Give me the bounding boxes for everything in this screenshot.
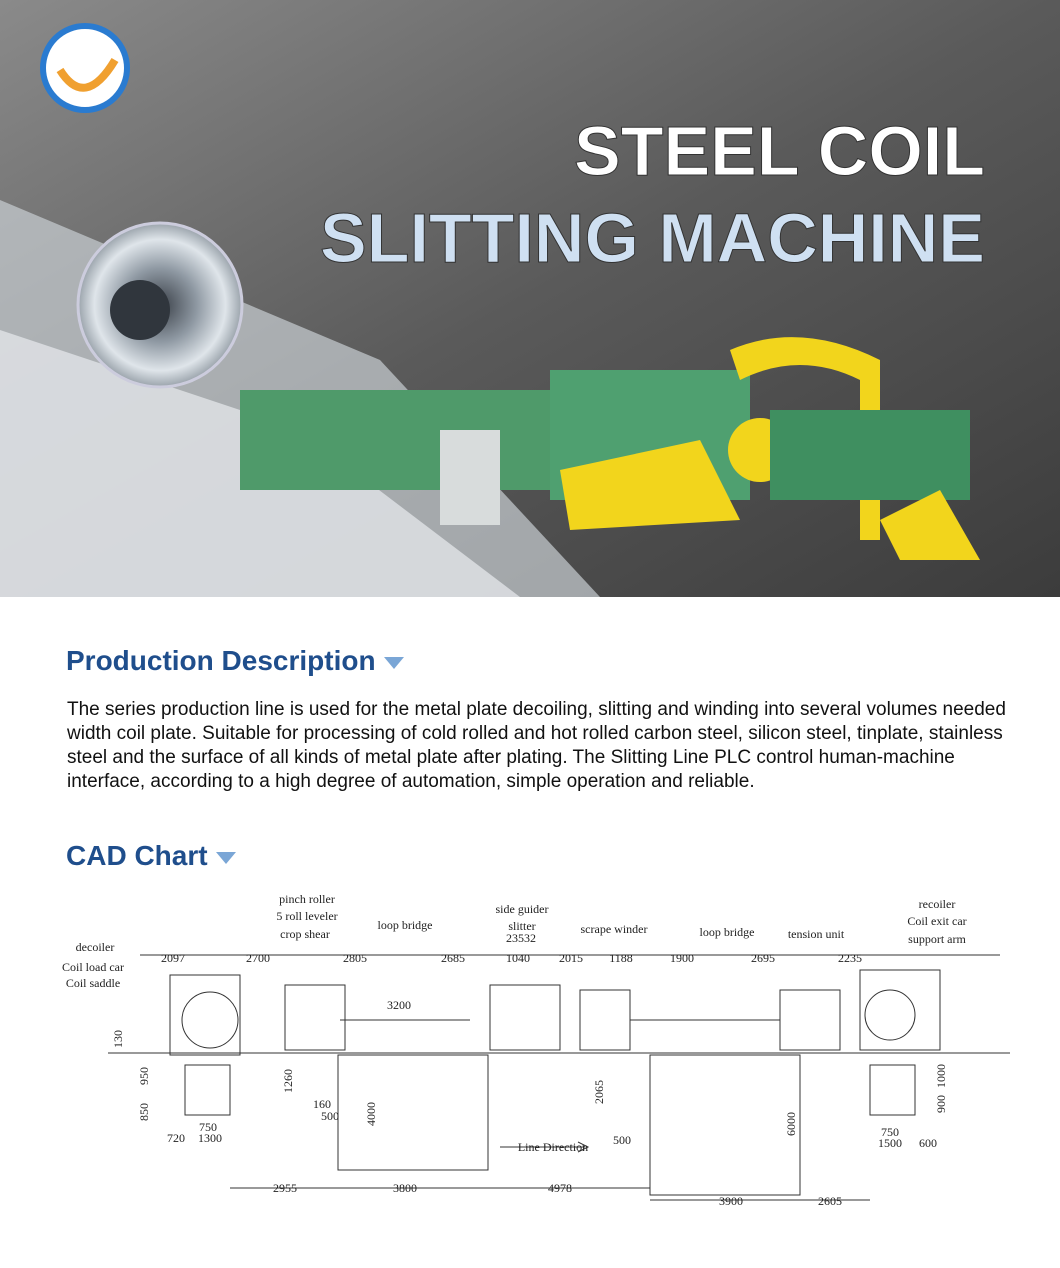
cad-label: 750: [881, 1125, 899, 1139]
cad-label: Coil exit car: [907, 914, 966, 928]
heading-text: Production Description: [66, 645, 376, 676]
cad-label: 750: [199, 1120, 217, 1134]
cad-label: decoiler: [76, 940, 115, 954]
cad-label: 160: [313, 1097, 331, 1111]
cad-label: scrape winder: [581, 922, 648, 936]
cad-label: 2605: [818, 1194, 842, 1208]
cad-label: Coil load car: [62, 960, 124, 974]
cad-label: crop shear: [280, 927, 330, 941]
cad-label: 720: [167, 1131, 185, 1145]
cad-label: 2235: [838, 951, 862, 965]
cad-label: 3900: [719, 1194, 743, 1208]
cad-label: 130: [111, 1030, 125, 1048]
cad-label: 500: [613, 1133, 631, 1147]
cad-label: 5 roll leveler: [276, 909, 337, 923]
banner-subtitle: SLITTING MACHINE: [320, 199, 985, 277]
cad-label: 600: [919, 1136, 937, 1150]
cad-label: 2015: [559, 951, 583, 965]
description: The series production line is used for t…: [67, 699, 1006, 792]
cad-label: loop bridge: [378, 918, 433, 932]
cad-label: 3800: [393, 1181, 417, 1195]
heading-text: CAD Chart: [66, 840, 208, 871]
section-heading: Production Description: [66, 645, 404, 677]
section-heading: CAD Chart: [66, 840, 236, 872]
cad-label: 2065: [592, 1080, 606, 1104]
cad-label: 2685: [441, 951, 465, 965]
cad-label: loop bridge: [700, 925, 755, 939]
cad-label: 2695: [751, 951, 775, 965]
cad-label: 500: [321, 1109, 339, 1123]
cad-label: 23532: [506, 931, 536, 945]
cad-drawing: decoiler Coil load car Coil saddle pinch ro…: [62, 892, 1010, 1208]
cad-label: pinch roller: [279, 892, 335, 906]
cad-label: 950: [137, 1067, 151, 1085]
cad-label: 3200: [387, 998, 411, 1012]
cad-label: 1260: [281, 1069, 295, 1093]
cad-label: slitter: [508, 919, 535, 933]
cad-label: 2805: [343, 951, 367, 965]
cad-label: Line Direction: [518, 1140, 588, 1154]
cad-label: 2700: [246, 951, 270, 965]
cad-label: 4000: [364, 1102, 378, 1126]
banner-title: STEEL COIL: [574, 112, 985, 190]
cad-label: 4978: [548, 1181, 572, 1195]
cad-label: 1188: [609, 951, 633, 965]
cad-label: 850: [137, 1103, 151, 1121]
cad-label: 1500: [878, 1136, 902, 1150]
cad-label: 1040: [506, 951, 530, 965]
cad-label: 6000: [784, 1112, 798, 1136]
cad-label: 1000: [934, 1064, 948, 1088]
cad-label: 2955: [273, 1181, 297, 1195]
cad-label: 1900: [670, 951, 694, 965]
cad-label: 2097: [161, 951, 185, 965]
cad-label: 900: [934, 1095, 948, 1113]
cad-label: 1300: [198, 1131, 222, 1145]
banner: STEEL COIL SLITTING MACHINE: [0, 0, 1060, 597]
cad-label: side guider: [496, 902, 549, 916]
cad-label: support arm: [908, 932, 966, 946]
cad-label: Coil saddle: [66, 976, 120, 990]
cad-label: tension unit: [788, 927, 845, 941]
cad-label: recoiler: [919, 897, 956, 911]
